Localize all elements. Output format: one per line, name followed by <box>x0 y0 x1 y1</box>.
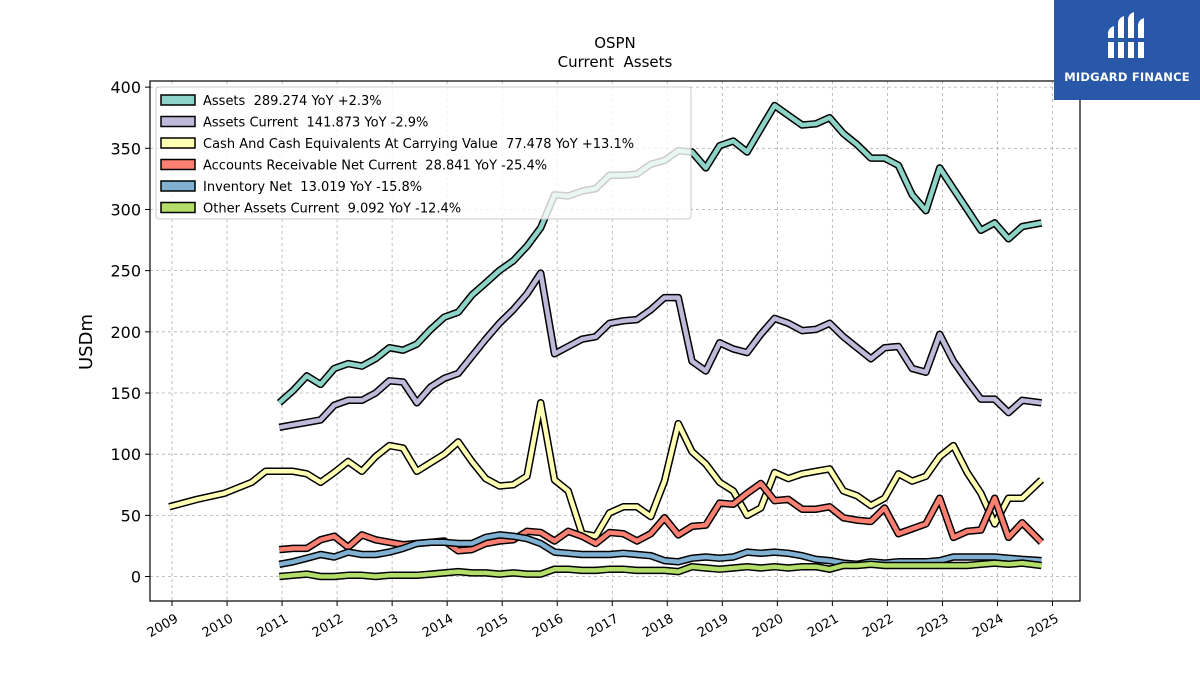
legend-label-0: Assets 289.274 YoY +2.3% <box>203 94 382 109</box>
legend-label-1: Assets Current 141.873 YoY -2.9% <box>203 116 428 131</box>
legend-swatch-1 <box>160 115 196 128</box>
x-tick-label: 2011 <box>255 611 291 641</box>
x-tick-label: 2020 <box>750 611 786 641</box>
y-tick-label: 200 <box>110 323 141 342</box>
brand-emblem-icon <box>1108 12 1144 58</box>
plot-frame <box>149 80 1081 602</box>
series-line-1 <box>278 270 1042 430</box>
legend-swatch-4 <box>160 180 196 192</box>
x-tick-label: 2016 <box>530 611 566 641</box>
chart-title: OSPN <box>594 34 636 52</box>
y-tick-label: 350 <box>110 139 141 158</box>
x-tick-label: 2017 <box>585 611 621 641</box>
legend-swatch-0 <box>160 94 196 106</box>
x-tick-label: 2022 <box>860 611 896 641</box>
x-tick-label: 2010 <box>200 611 236 641</box>
x-tick-label: 2015 <box>475 611 511 641</box>
x-tick-label: 2024 <box>970 611 1006 641</box>
legend-label-2: Cash And Cash Equivalents At Carrying Va… <box>203 137 634 152</box>
y-axis-label: USDm <box>76 314 97 370</box>
y-tick-label: 250 <box>110 262 141 281</box>
x-tick-label: 2019 <box>695 611 731 641</box>
legend-label-4: Inventory Net 13.019 YoY -15.8% <box>203 180 422 195</box>
series-line-5 <box>279 560 1042 579</box>
legend-label-3: Accounts Receivable Net Current 28.841 Y… <box>203 159 547 174</box>
y-tick-label: 0 <box>131 568 141 587</box>
x-tick-label: 2023 <box>915 611 951 641</box>
legend-frame <box>155 86 692 220</box>
x-tick-label: 2025 <box>1025 611 1061 641</box>
x-tick-label: 2018 <box>640 611 676 641</box>
y-tick-label: 100 <box>110 445 141 464</box>
x-axis-ticks: 2009 2010 2011 2012 2013 2014 2015 2016 2017 2018… <box>145 601 1061 641</box>
legend-swatch-2 <box>160 137 196 149</box>
brand-logo: MIDGARD FINANCE <box>1054 0 1200 100</box>
y-tick-label: 150 <box>110 384 141 403</box>
y-tick-label: 50 <box>121 506 141 525</box>
x-tick-label: 2009 <box>145 611 181 641</box>
x-tick-label: 2012 <box>310 611 346 641</box>
x-tick-label: 2013 <box>365 611 401 641</box>
legend-label-5: Other Assets Current 9.092 YoY -12.4% <box>203 202 461 217</box>
y-tick-label: 300 <box>110 200 141 219</box>
x-tick-label: 2014 <box>420 611 456 641</box>
chart-subtitle: Current Assets <box>558 53 673 71</box>
brand-name: MIDGARD FINANCE <box>1064 70 1190 84</box>
series-line-2 <box>168 400 1044 539</box>
legend-swatch-5 <box>160 201 196 214</box>
x-tick-label: 2021 <box>805 611 841 641</box>
legend: Assets 289.274 YoY +2.3% Assets Current 1… <box>155 86 692 220</box>
legend-swatch-3 <box>160 158 196 171</box>
y-axis-ticks: 0 50 100 150 200 250 300 350 400 <box>110 78 150 587</box>
y-tick-label: 400 <box>110 78 141 97</box>
